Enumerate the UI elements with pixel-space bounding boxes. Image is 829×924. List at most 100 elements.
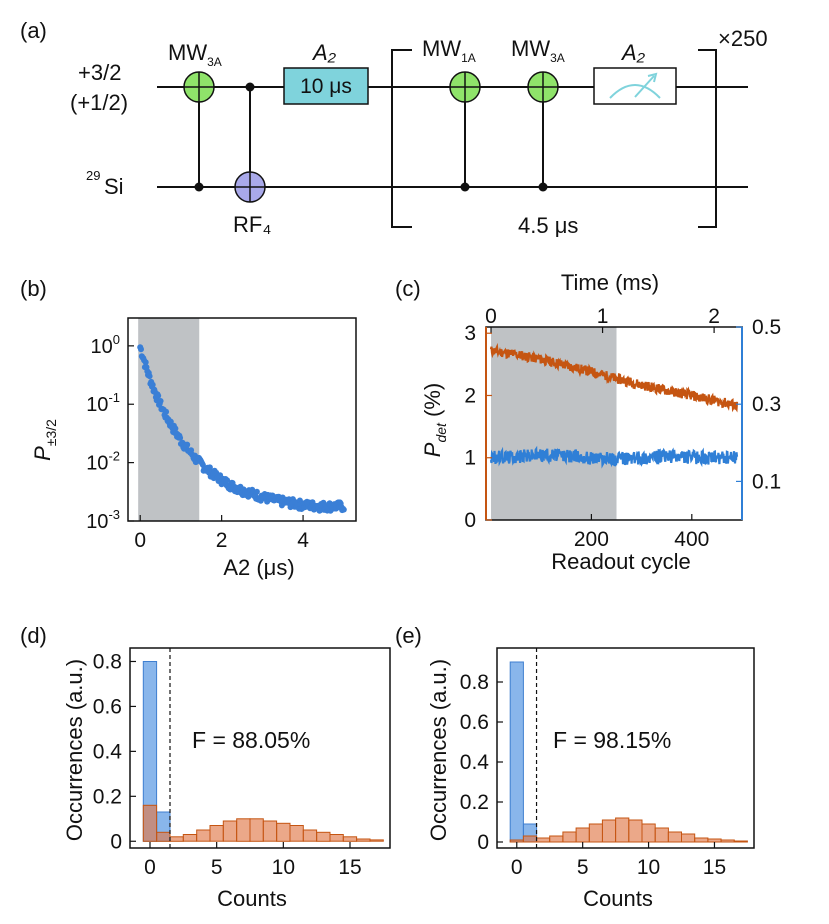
panel-e-y-ticks: 0 0.2 0.4 0.6 0.8 (460, 671, 503, 854)
histogram-bar (142, 804, 158, 842)
panel-e-xlabel: Counts (583, 886, 653, 911)
histogram-bar (536, 837, 551, 843)
data-point (146, 373, 153, 380)
histogram-bar (276, 822, 291, 842)
x-tick-label: 5 (577, 856, 589, 879)
state-label-top: +3/2 (78, 60, 121, 85)
y-tick-label: 0.8 (460, 671, 489, 694)
panel-e-bars (509, 661, 748, 843)
histogram-bar (522, 835, 538, 843)
panel-label-a: (a) (20, 18, 47, 43)
panel-label-e: (e) (395, 623, 422, 648)
duration-label: 4.5 μs (518, 213, 578, 238)
data-point (155, 392, 162, 399)
data-point (253, 488, 260, 495)
histogram-bar (156, 831, 171, 842)
data-point (167, 418, 174, 425)
a2-wait-box (283, 67, 369, 105)
histogram-bar (509, 661, 524, 843)
rf4-label: RF₄ (233, 212, 271, 237)
histogram-bar (182, 834, 198, 842)
histogram-bar (509, 839, 524, 843)
histogram-bar (601, 819, 617, 843)
panel-c-right-ticks: 0.1 0.3 0.5 (736, 316, 781, 493)
data-point (224, 477, 231, 484)
mw3a-2-control-dot (538, 182, 548, 192)
mw3a-2-label: MW3A (511, 36, 565, 65)
x-tick-label: 15 (338, 856, 361, 879)
a2-first-label: A₂ (311, 40, 337, 65)
panel-d-annotation: F = 88.05% (192, 727, 310, 753)
panel-b-xlabel: A2 (μs) (223, 555, 294, 580)
top-tick-label: 2 (708, 305, 720, 328)
a2-measure-box (593, 67, 677, 105)
histogram-bar (654, 827, 669, 843)
y-tick-label: 0.6 (460, 711, 489, 734)
rf4-control-dot (245, 82, 255, 92)
repeat-bracket-right (698, 49, 717, 228)
histogram-bar (316, 831, 331, 842)
y-tick-label: 0 (477, 831, 489, 854)
x-tick-label: 5 (211, 856, 223, 879)
histogram-bar (562, 831, 577, 843)
panel-d-y-ticks: 0 0.2 0.4 0.6 0.8 (93, 650, 136, 853)
y-tick-label: 10-3 (86, 507, 120, 533)
panel-d: (d) 0 5 10 15 0 0.2 0.4 0.6 0.8 F = 88.05% Coun… (20, 623, 391, 911)
histogram-bar (720, 839, 735, 843)
panel-c-ylabel: Pdet (%) (420, 383, 449, 457)
x-tick-label: 10 (272, 856, 295, 879)
panel-c-x2label: Time (ms) (561, 270, 659, 295)
top-tick-label: 0 (485, 305, 497, 328)
y-tick-label: 0.2 (93, 785, 122, 808)
mw3a-1-label: MW3A (168, 40, 222, 69)
repeat-label: ×250 (718, 26, 768, 51)
right-tick-label: 0.1 (752, 470, 781, 493)
panel-a-circuit: (a) +3/2 (+1/2) 29 Si MW3A RF₄ A₂ 10 μs … (20, 18, 768, 238)
panel-d-xlabel: Counts (217, 886, 287, 911)
x-tick-label: 2 (216, 529, 228, 552)
panel-c-shaded-region (491, 327, 617, 520)
panel-d-x-ticks: 0 5 10 15 (144, 842, 362, 879)
data-point (184, 441, 191, 448)
x-tick-label: 200 (574, 528, 609, 551)
histogram-bar (209, 825, 224, 842)
y-tick-label: 2 (464, 384, 476, 407)
data-point (157, 398, 164, 404)
si-label-sup: 29 (86, 168, 100, 183)
panel-e-ylabel: Occurrences (a.u.) (426, 659, 451, 841)
panel-b: (b) 0 2 4 100 10-1 10-2 10-3 A2 (μs) P±3/2 (20, 276, 357, 580)
meter-arrow-icon (647, 72, 658, 83)
y-tick-label: 10-2 (86, 449, 120, 475)
panel-d-ylabel: Occurrences (a.u.) (62, 659, 87, 841)
x-tick-label: 400 (674, 528, 709, 551)
y-tick-label: 0.4 (93, 740, 123, 763)
panel-label-c: (c) (395, 276, 421, 301)
histogram-bar (249, 818, 264, 842)
mw1a-control-dot (460, 182, 470, 192)
panel-b-y-ticks: 100 10-1 10-2 10-3 (86, 332, 134, 533)
histogram-bar (694, 837, 709, 843)
panel-e-x-ticks: 0 5 10 15 (511, 842, 726, 879)
y-tick-label: 0.6 (93, 695, 122, 718)
histogram-bar (169, 836, 184, 842)
histogram-bar (196, 829, 211, 842)
panel-b-x-ticks: 0 2 4 (134, 515, 309, 552)
meter-needle-icon (634, 75, 655, 98)
y-tick-label: 0.2 (460, 791, 489, 814)
state-label-bottom: (+1/2) (70, 90, 128, 115)
histogram-bar (733, 840, 748, 843)
histogram-bar (222, 820, 238, 842)
y-tick-label: 10-1 (86, 390, 120, 416)
histogram-bar (302, 829, 318, 842)
top-tick-label: 1 (597, 305, 609, 328)
x-tick-label: 4 (297, 529, 309, 552)
x-tick-label: 0 (144, 856, 156, 879)
panel-c-series (489, 342, 739, 469)
repeat-bracket-left (391, 49, 412, 228)
histogram-bar (369, 839, 384, 842)
panel-b-frame (127, 317, 357, 522)
data-point (138, 346, 144, 353)
x-tick-label: 15 (703, 856, 726, 879)
a2-wait-label: 10 μs (300, 75, 352, 98)
